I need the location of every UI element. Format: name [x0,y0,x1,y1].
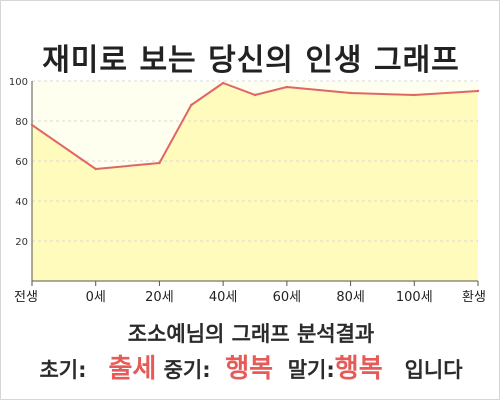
data-point [413,93,416,97]
x-tick-label: 80세 [336,290,365,305]
late-value: 행복 [334,354,383,384]
y-tick-label: 100 [9,77,28,88]
analysis-result: 초기: 출세 중기: 행복 말기:행복 입니다 [1,348,500,385]
area-fill [32,83,478,281]
data-point [30,123,34,127]
data-point [253,93,257,97]
data-point [476,89,480,93]
x-tick-label: 20세 [145,290,174,305]
data-point [158,161,161,165]
mid-label: 중기: [163,358,211,382]
y-tick-label: 80 [15,117,28,128]
data-point [221,81,225,85]
early-label: 초기: [39,358,87,382]
x-tick-label: 40세 [209,290,238,305]
result-suffix: 입니다 [404,358,463,382]
x-tick-label: 100세 [396,290,433,305]
analysis-caption: 조소예님의 그래프 분석결과 [127,322,375,346]
x-tick-label: 전생 [14,290,38,305]
early-value: 출세 [108,354,157,384]
data-point [94,167,97,171]
mid-value: 행복 [225,354,274,384]
series-line [31,82,479,170]
data-point [285,85,289,89]
late-label: 말기: [287,358,335,382]
y-tick-label: 60 [15,157,28,168]
data-point [190,103,193,107]
y-tick-label: 20 [15,237,28,248]
data-point [349,91,352,95]
x-tick-label: 60세 [273,290,302,305]
x-tick-label: 0세 [86,290,106,305]
chart-title: 재미로 보는 당신의 인생 그래프 [42,43,460,78]
x-tick-label: 환생 [462,290,486,305]
y-tick-label: 40 [15,197,28,208]
